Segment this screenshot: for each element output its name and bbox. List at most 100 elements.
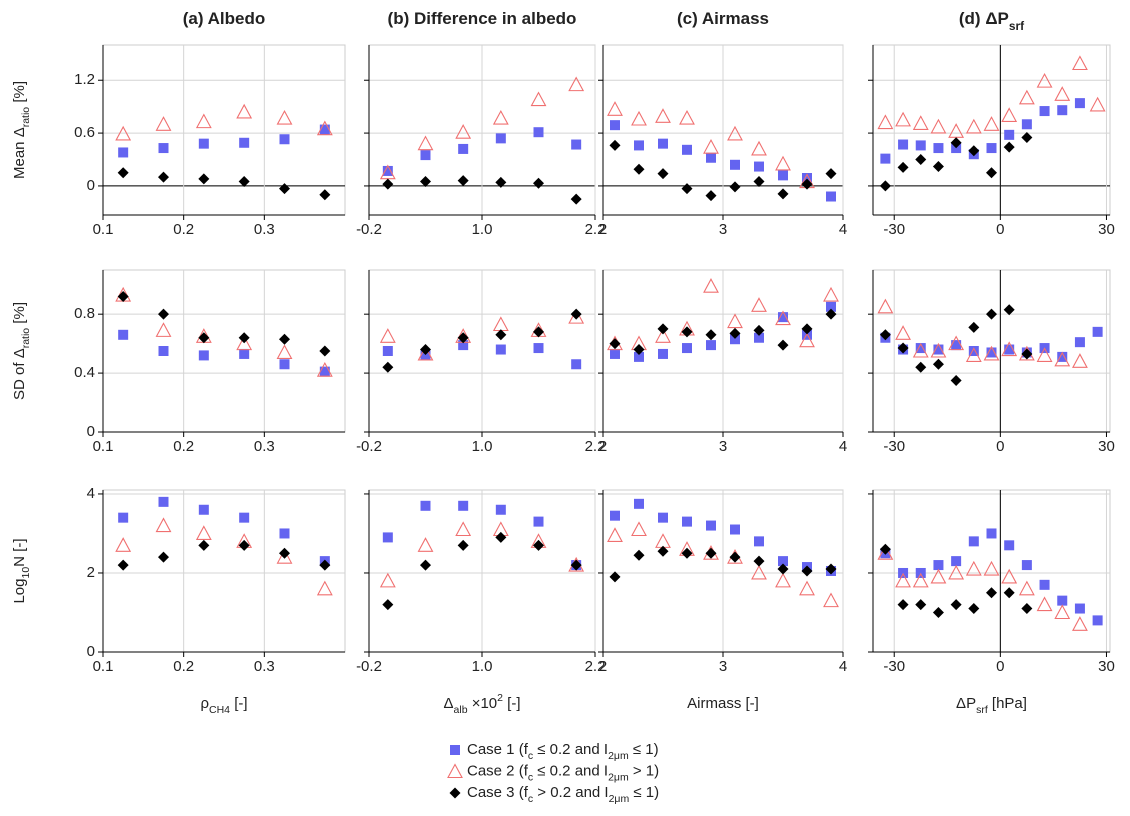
point — [799, 580, 815, 596]
point — [195, 113, 212, 129]
point — [279, 183, 290, 195]
point — [279, 134, 290, 145]
point — [705, 547, 717, 559]
point — [1089, 96, 1106, 112]
point — [631, 110, 647, 126]
point — [751, 140, 767, 156]
point — [801, 565, 813, 577]
point — [417, 135, 434, 151]
point — [1021, 348, 1033, 360]
point — [609, 338, 621, 350]
y-tick-label: 0.8 — [74, 305, 95, 322]
point — [1072, 616, 1088, 631]
point — [631, 521, 647, 537]
x-tick-label: 0.1 — [93, 658, 114, 675]
point — [316, 120, 333, 136]
point — [198, 332, 210, 344]
point — [879, 329, 891, 341]
point — [420, 176, 431, 188]
point — [877, 298, 894, 314]
point — [658, 348, 668, 359]
point — [420, 500, 431, 511]
x-tick-label: 4 — [839, 658, 847, 675]
subscript: 2μm — [609, 793, 630, 805]
point — [912, 572, 929, 588]
point — [379, 572, 396, 588]
point — [117, 559, 129, 571]
x-tick-label: 2.2 — [585, 438, 606, 455]
x-tick-label: -30 — [883, 221, 905, 238]
point — [658, 138, 668, 149]
point — [915, 154, 927, 166]
x-tick-label: 0 — [996, 658, 1004, 675]
point — [634, 498, 644, 509]
point — [158, 171, 169, 183]
text-part: Mean Δ — [11, 127, 28, 179]
point — [682, 343, 692, 354]
x-tick-label: -0.2 — [356, 658, 382, 675]
point — [877, 114, 894, 130]
subscript: 10 — [20, 567, 32, 579]
text-part: > 1) — [629, 762, 659, 779]
point — [1057, 351, 1068, 362]
point — [801, 323, 813, 335]
point — [682, 516, 692, 527]
point — [706, 520, 716, 531]
point — [1054, 86, 1071, 101]
x-tick-label: -30 — [883, 658, 905, 675]
point — [319, 366, 330, 377]
x-tick-label: 4 — [839, 438, 847, 455]
text-part: Airmass [-] — [687, 695, 759, 712]
point — [950, 374, 962, 386]
point — [319, 124, 330, 135]
point — [198, 539, 210, 551]
y-axis-label: Log10N [-] — [11, 538, 32, 603]
point — [382, 532, 393, 543]
point — [533, 177, 544, 189]
x-tick-label: -0.2 — [356, 438, 382, 455]
point — [706, 340, 716, 351]
text-part: [-] — [503, 695, 521, 712]
point — [158, 551, 169, 563]
y-tick-label: 0 — [87, 177, 95, 194]
point — [1092, 326, 1103, 337]
point — [1003, 587, 1015, 599]
point — [571, 139, 582, 150]
x-axis-label: ρCH4 [-] — [200, 695, 247, 716]
point — [895, 572, 911, 588]
chart-title: (a) Albedo — [183, 9, 265, 28]
x-tick-label: 30 — [1098, 658, 1115, 675]
point — [1018, 89, 1035, 105]
point — [1074, 98, 1085, 109]
point — [495, 329, 507, 341]
point — [1074, 603, 1085, 614]
y-tick-label: 0.4 — [74, 364, 95, 381]
point — [679, 109, 695, 125]
x-tick-label: 30 — [1098, 221, 1115, 238]
subscript: alb — [454, 704, 468, 716]
point — [930, 118, 947, 134]
point — [965, 560, 982, 576]
point — [1021, 560, 1032, 571]
x-tick-label: 0.3 — [254, 438, 275, 455]
point — [198, 138, 209, 149]
plot-frame — [102, 269, 346, 433]
point — [727, 125, 743, 141]
text-part: ρ — [200, 695, 209, 712]
point — [950, 599, 962, 611]
point — [276, 109, 293, 125]
point — [778, 170, 788, 181]
superscript: 2 — [497, 692, 503, 704]
point — [778, 556, 788, 567]
point — [682, 144, 692, 155]
point — [158, 143, 169, 154]
text-part: Case 1 (f — [467, 741, 529, 758]
x-tick-label: 0.2 — [173, 221, 194, 238]
x-axis-label: ΔPsrf [hPa] — [956, 695, 1027, 716]
plot-frame — [102, 489, 346, 653]
point — [895, 325, 911, 340]
y-tick-label: 0 — [87, 643, 95, 660]
x-tick-label: 3 — [719, 438, 727, 455]
point — [568, 76, 585, 92]
point — [912, 342, 929, 358]
